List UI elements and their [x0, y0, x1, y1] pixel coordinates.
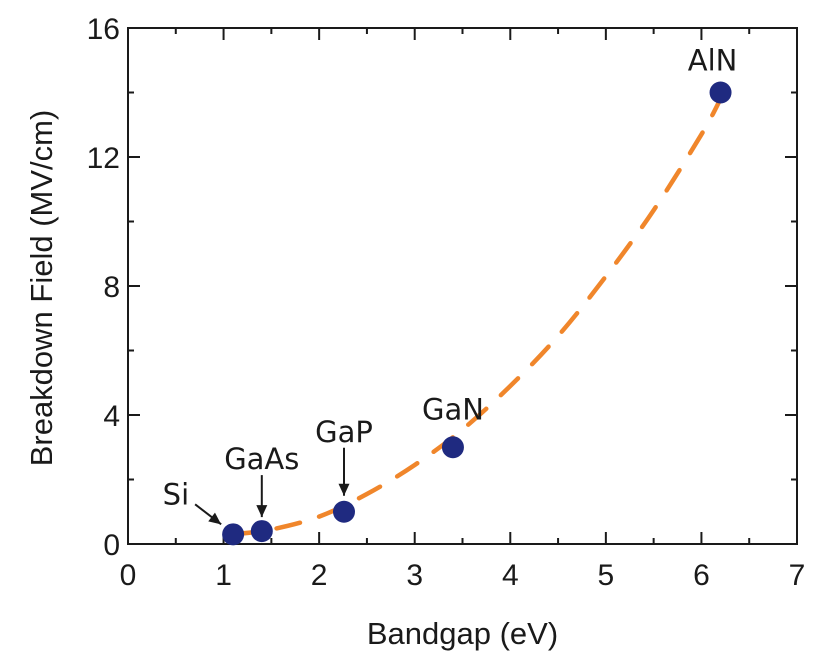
- x-axis-label: Bandgap (eV): [367, 616, 558, 651]
- ticks: [127, 27, 798, 545]
- x-tick-label: 7: [789, 559, 806, 592]
- point-label-aln: AlN: [688, 44, 738, 78]
- x-tick-label: 4: [502, 559, 519, 592]
- data-point-si: [222, 523, 245, 546]
- y-tick-label: 16: [87, 13, 120, 46]
- point-label-gaas: GaAs: [224, 442, 299, 476]
- point-labels: Si GaAs GaP GaN AlN: [163, 44, 738, 512]
- y-axis-label: Breakdown Field (MV/cm): [24, 110, 59, 467]
- y-tick-label: 0: [103, 529, 120, 562]
- y-tick-label: 8: [103, 271, 120, 304]
- data-point-gan: [441, 436, 464, 459]
- x-tick-label: 1: [215, 559, 232, 592]
- data-point-aln: [709, 81, 732, 104]
- point-label-gan: GaN: [422, 392, 484, 426]
- x-tick-label: 0: [120, 559, 137, 592]
- x-tick-label: 3: [406, 559, 423, 592]
- x-tick-label: 5: [598, 559, 615, 592]
- fit-curve: [230, 96, 723, 537]
- gaas-arrow-head: [256, 505, 268, 518]
- data-point-gaas: [250, 520, 273, 543]
- data-points: [222, 81, 732, 546]
- y-tick-label: 4: [103, 400, 120, 433]
- data-point-gap: [332, 500, 355, 523]
- y-tick-label: 12: [87, 142, 120, 175]
- x-tick-label: 2: [311, 559, 328, 592]
- si-arrow-head: [208, 512, 222, 525]
- point-label-gap: GaP: [315, 415, 373, 449]
- gap-arrow-head: [338, 483, 350, 496]
- x-tick-label: 6: [693, 559, 710, 592]
- point-label-si: Si: [163, 477, 189, 511]
- annotation-arrows: [194, 447, 350, 526]
